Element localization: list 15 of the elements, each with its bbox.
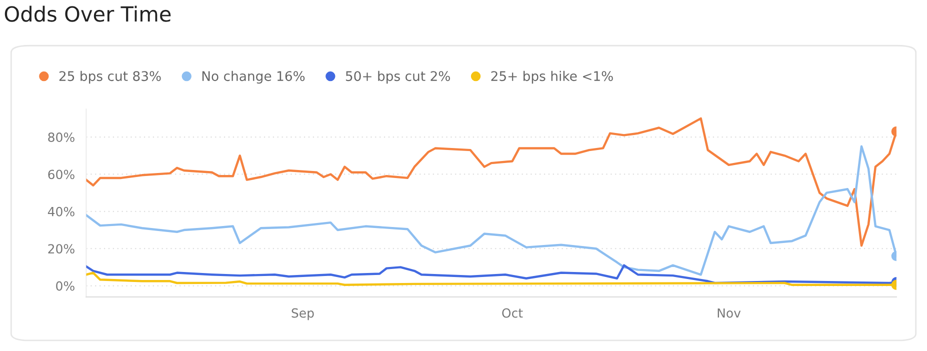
x-tick-label: Oct (502, 308, 523, 318)
y-tick-label: 40% (48, 206, 74, 216)
legend-label: 50+ bps cut 2% (346, 70, 450, 84)
legend-label: No change 16% (202, 70, 305, 84)
legend-label: 25 bps cut 83% (59, 70, 161, 84)
line-series (86, 145, 896, 276)
chart-title: Odds Over Time (4, 6, 171, 22)
x-tick-label: Sep (292, 308, 314, 320)
y-tick-label: 0% (56, 281, 74, 291)
y-tick-label: 20% (48, 244, 74, 254)
y-tick-label: 60% (48, 170, 74, 180)
legend-label: 25+ bps hike <1% (491, 70, 613, 84)
line-series (86, 117, 896, 247)
x-tick-label: Nov (718, 308, 741, 318)
y-tick-label: 80% (48, 132, 74, 142)
